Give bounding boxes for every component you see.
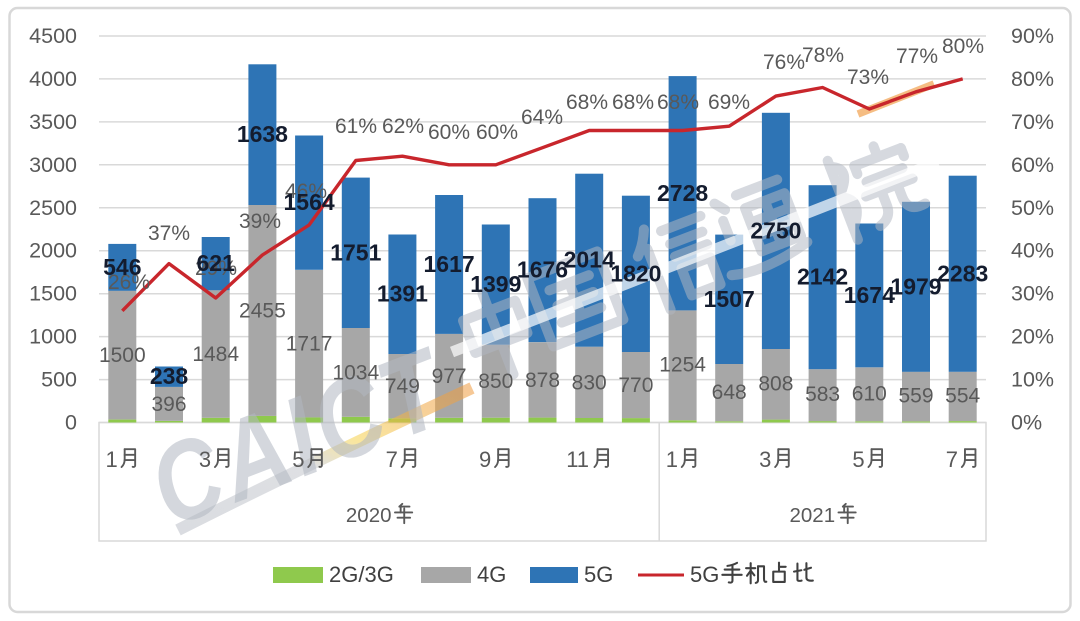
svg-text:2014: 2014 xyxy=(564,247,615,273)
svg-text:1484: 1484 xyxy=(192,343,239,366)
svg-text:583: 583 xyxy=(805,383,840,406)
svg-text:68%: 68% xyxy=(657,91,699,114)
svg-text:1500: 1500 xyxy=(99,344,146,367)
svg-text:68%: 68% xyxy=(612,91,654,114)
svg-text:5: 5 xyxy=(852,447,864,472)
svg-text:70%: 70% xyxy=(1011,110,1054,134)
svg-text:5G: 5G xyxy=(690,562,719,587)
svg-text:60%: 60% xyxy=(1011,153,1054,177)
svg-text:3000: 3000 xyxy=(29,153,77,177)
svg-text:73%: 73% xyxy=(847,66,889,89)
svg-text:554: 554 xyxy=(945,385,980,408)
svg-text:500: 500 xyxy=(41,368,77,392)
svg-text:648: 648 xyxy=(712,381,747,404)
svg-text:1674: 1674 xyxy=(844,282,895,308)
svg-text:2000: 2000 xyxy=(29,239,77,263)
svg-text:1: 1 xyxy=(106,447,118,472)
svg-text:546: 546 xyxy=(103,254,141,280)
svg-text:1034: 1034 xyxy=(332,361,379,384)
svg-text:770: 770 xyxy=(618,374,653,397)
svg-text:30%: 30% xyxy=(1011,282,1054,306)
svg-text:2500: 2500 xyxy=(29,196,77,220)
svg-text:39%: 39% xyxy=(239,210,281,233)
svg-text:29%: 29% xyxy=(195,257,237,280)
svg-text:2142: 2142 xyxy=(797,264,848,290)
svg-text:1564: 1564 xyxy=(284,189,335,215)
svg-text:62%: 62% xyxy=(382,115,424,138)
svg-text:10%: 10% xyxy=(1011,368,1054,392)
svg-text:808: 808 xyxy=(758,373,793,396)
svg-text:1638: 1638 xyxy=(237,121,288,147)
svg-text:50%: 50% xyxy=(1011,196,1054,220)
svg-text:2728: 2728 xyxy=(657,180,708,206)
svg-text:1500: 1500 xyxy=(29,282,77,306)
svg-text:2G/3G: 2G/3G xyxy=(329,562,394,587)
svg-text:2283: 2283 xyxy=(937,260,988,286)
svg-text:1: 1 xyxy=(666,447,678,472)
svg-text:80%: 80% xyxy=(1011,67,1054,91)
svg-text:621: 621 xyxy=(197,250,236,276)
svg-text:1399: 1399 xyxy=(470,271,521,297)
svg-text:68%: 68% xyxy=(566,91,608,114)
svg-text:0%: 0% xyxy=(1011,411,1042,435)
svg-text:7: 7 xyxy=(946,447,958,472)
svg-text:3500: 3500 xyxy=(29,110,77,134)
svg-text:90%: 90% xyxy=(1011,24,1054,48)
svg-text:5G: 5G xyxy=(584,562,613,587)
svg-text:11: 11 xyxy=(566,447,589,472)
svg-text:1254: 1254 xyxy=(659,353,706,376)
svg-text:77%: 77% xyxy=(896,45,938,68)
svg-text:4G: 4G xyxy=(477,562,506,587)
svg-text:0: 0 xyxy=(65,411,77,435)
svg-text:7: 7 xyxy=(386,447,398,472)
svg-text:37%: 37% xyxy=(148,222,190,245)
svg-text:749: 749 xyxy=(385,375,420,398)
svg-text:60%: 60% xyxy=(428,121,470,144)
svg-text:977: 977 xyxy=(432,365,467,388)
svg-text:61%: 61% xyxy=(335,115,377,138)
svg-text:64%: 64% xyxy=(521,106,563,129)
svg-text:1617: 1617 xyxy=(424,251,475,277)
svg-text:2455: 2455 xyxy=(239,300,286,323)
svg-text:2750: 2750 xyxy=(750,217,801,243)
svg-text:1000: 1000 xyxy=(29,325,77,349)
svg-text:2021: 2021 xyxy=(790,504,836,527)
svg-text:396: 396 xyxy=(151,393,186,416)
svg-text:238: 238 xyxy=(150,363,189,389)
svg-text:1391: 1391 xyxy=(377,281,428,307)
svg-text:3: 3 xyxy=(199,447,211,472)
svg-text:76%: 76% xyxy=(763,51,805,74)
svg-text:20%: 20% xyxy=(1011,325,1054,349)
svg-text:1507: 1507 xyxy=(704,286,755,312)
svg-text:46%: 46% xyxy=(285,180,327,203)
svg-text:559: 559 xyxy=(898,385,933,408)
svg-text:60%: 60% xyxy=(476,121,518,144)
svg-text:1979: 1979 xyxy=(890,273,941,299)
svg-text:1717: 1717 xyxy=(286,333,333,356)
svg-text:1676: 1676 xyxy=(517,257,568,283)
svg-text:3: 3 xyxy=(759,447,771,472)
svg-text:1820: 1820 xyxy=(610,260,661,286)
svg-text:26%: 26% xyxy=(108,271,150,294)
svg-text:1751: 1751 xyxy=(330,239,381,265)
svg-text:878: 878 xyxy=(525,369,560,392)
svg-text:2020: 2020 xyxy=(346,504,392,527)
svg-text:9: 9 xyxy=(479,447,491,472)
svg-text:610: 610 xyxy=(852,383,887,406)
svg-text:4500: 4500 xyxy=(29,24,77,48)
svg-text:40%: 40% xyxy=(1011,239,1054,263)
svg-text:5: 5 xyxy=(292,447,304,472)
svg-text:850: 850 xyxy=(478,370,513,393)
svg-text:78%: 78% xyxy=(802,44,844,67)
svg-text:830: 830 xyxy=(572,371,607,394)
svg-text:80%: 80% xyxy=(942,35,984,58)
svg-text:4000: 4000 xyxy=(29,67,77,91)
svg-text:69%: 69% xyxy=(708,91,750,114)
